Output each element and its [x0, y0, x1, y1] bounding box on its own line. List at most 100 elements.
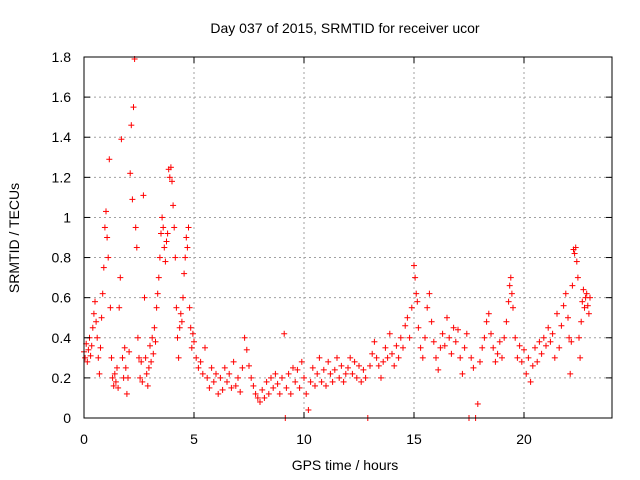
data-point — [226, 370, 233, 377]
data-point — [573, 258, 580, 265]
x-tick-label: 5 — [190, 431, 198, 447]
data-point — [257, 398, 263, 405]
data-point — [232, 382, 239, 389]
data-point — [181, 270, 188, 277]
data-point — [199, 370, 206, 377]
axis-ticks — [83, 56, 612, 419]
data-point — [510, 304, 516, 311]
data-point — [283, 384, 290, 391]
data-points — [81, 56, 593, 421]
data-point — [153, 304, 160, 311]
data-point — [180, 294, 186, 301]
data-point — [353, 374, 360, 381]
data-point — [118, 136, 125, 143]
data-point — [351, 358, 358, 365]
data-point — [433, 354, 439, 361]
data-point — [444, 314, 450, 321]
data-point — [574, 274, 581, 281]
data-point — [128, 122, 135, 129]
data-point — [521, 346, 527, 353]
data-point — [565, 314, 571, 321]
data-point — [567, 370, 574, 377]
data-point — [424, 304, 431, 311]
data-point — [104, 234, 111, 241]
data-point — [342, 370, 349, 377]
data-point — [89, 324, 96, 331]
data-point — [263, 378, 270, 385]
data-point — [525, 354, 532, 361]
data-point — [492, 358, 499, 365]
data-point — [413, 290, 420, 297]
data-point — [279, 374, 285, 381]
data-point — [265, 390, 272, 397]
data-point — [417, 344, 424, 351]
data-point — [494, 350, 501, 357]
data-point — [391, 362, 398, 369]
y-tick-label: 0.8 — [52, 250, 72, 266]
data-point — [197, 358, 204, 365]
y-tick-label: 0.2 — [52, 370, 72, 386]
data-point — [503, 318, 510, 325]
data-point — [499, 354, 505, 361]
data-point — [235, 374, 241, 381]
data-point — [285, 370, 292, 377]
data-point — [358, 378, 365, 385]
data-point — [347, 354, 354, 361]
data-point — [529, 362, 536, 369]
data-point — [112, 378, 119, 385]
data-point — [88, 342, 95, 349]
data-point — [164, 230, 171, 237]
data-point — [156, 254, 163, 261]
x-axis-label: GPS time / hours — [292, 457, 399, 473]
data-point — [571, 250, 578, 257]
data-point — [94, 334, 101, 341]
data-point — [172, 254, 179, 261]
data-point — [428, 318, 435, 325]
x-tick-labels: 0 5 10 15 20 — [80, 431, 532, 447]
data-point — [224, 378, 230, 385]
data-point — [123, 390, 130, 397]
data-point — [228, 384, 235, 391]
data-point — [281, 330, 288, 337]
data-point — [237, 388, 244, 395]
data-point — [496, 338, 503, 345]
y-tick-label: 0 — [63, 410, 71, 426]
data-point — [206, 384, 213, 391]
data-point — [152, 338, 159, 345]
data-point — [202, 344, 208, 351]
data-point — [320, 366, 327, 373]
data-point — [408, 304, 415, 311]
data-point — [578, 318, 585, 325]
data-point — [171, 224, 178, 231]
data-point — [178, 318, 185, 325]
data-point — [241, 334, 248, 341]
data-point — [585, 310, 592, 317]
x-tick-label: 10 — [296, 431, 312, 447]
data-point — [378, 374, 384, 381]
data-point — [534, 358, 541, 365]
data-point — [459, 370, 466, 377]
data-point — [90, 310, 97, 317]
data-point — [143, 370, 150, 377]
data-point — [536, 338, 543, 345]
data-point — [290, 364, 296, 371]
data-point — [406, 334, 413, 341]
y-tick-label: 0.6 — [52, 290, 72, 306]
data-point — [397, 334, 404, 341]
data-point — [455, 326, 461, 333]
data-point — [100, 264, 107, 271]
data-point — [441, 342, 448, 349]
data-point — [314, 370, 321, 377]
data-point — [189, 330, 196, 337]
data-point — [142, 354, 149, 361]
data-point — [481, 334, 488, 341]
data-point — [340, 378, 347, 385]
data-point — [584, 302, 591, 309]
data-point — [463, 330, 470, 337]
data-point — [97, 344, 104, 351]
data-point — [107, 304, 114, 311]
data-point — [386, 330, 393, 337]
data-point — [430, 338, 437, 345]
data-point — [329, 378, 336, 385]
data-point — [461, 344, 468, 351]
